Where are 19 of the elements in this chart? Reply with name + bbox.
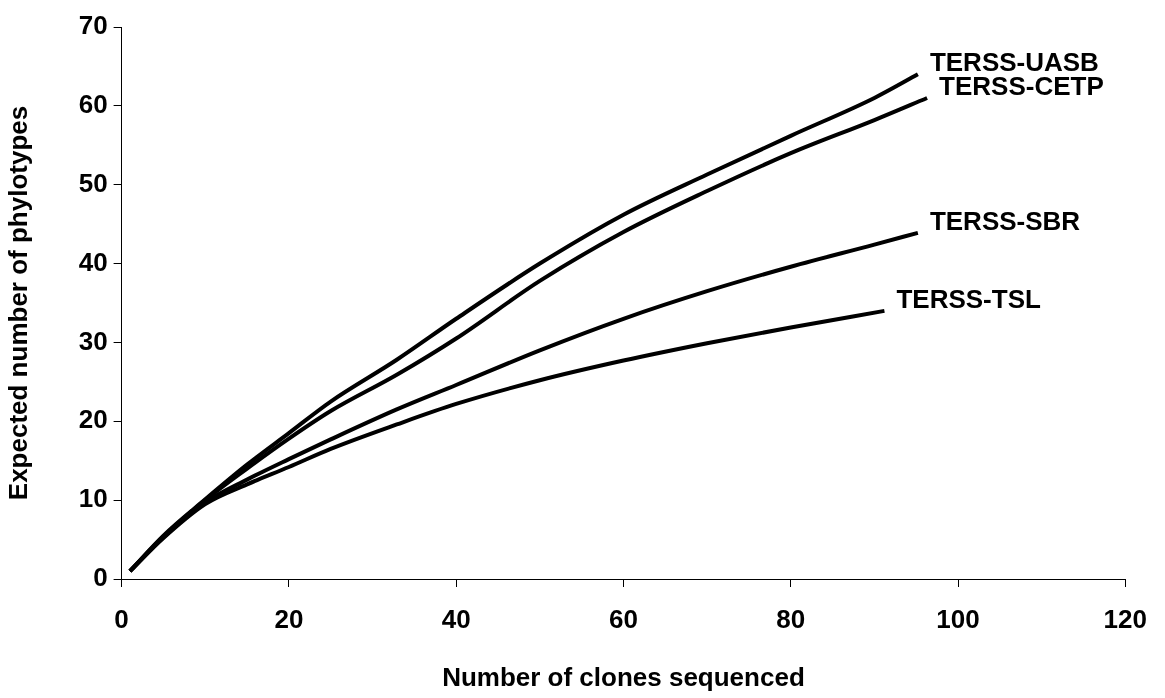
y-tick-label: 70: [78, 10, 108, 41]
y-tick-label: 40: [78, 246, 108, 277]
x-tick-label: 60: [608, 603, 638, 634]
x-tick-label: 20: [274, 603, 304, 634]
y-axis-title: Expected number of phylotypes: [2, 105, 33, 501]
series-label: TERSS-TSL: [896, 284, 1041, 315]
x-axis-title: Number of clones sequenced: [442, 661, 805, 692]
series-label: TERSS-SBR: [929, 205, 1081, 236]
x-tick-label: 40: [441, 603, 471, 634]
y-tick-label: 20: [78, 404, 108, 435]
y-tick-label: 60: [78, 89, 108, 120]
x-tick-label: 120: [1103, 603, 1148, 634]
y-tick-label: 0: [93, 562, 108, 593]
x-tick-label: 0: [114, 603, 129, 634]
x-tick-label: 100: [936, 603, 980, 634]
x-tick-label: 80: [776, 603, 806, 634]
y-tick-label: 10: [78, 483, 108, 514]
y-tick-label: 30: [78, 325, 108, 356]
y-tick-label: 50: [78, 167, 108, 198]
